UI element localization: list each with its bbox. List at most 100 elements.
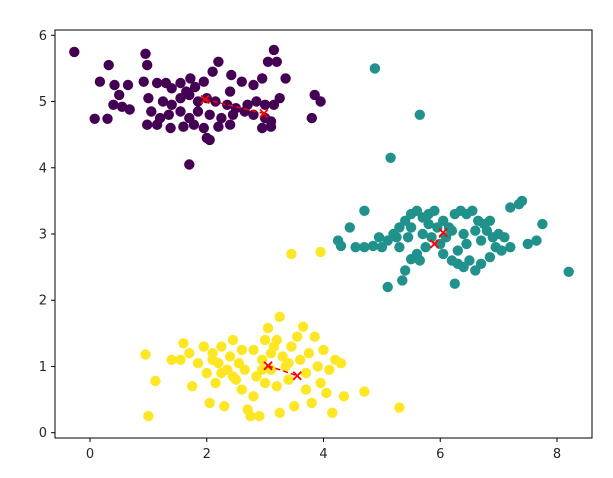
data-point-c2-49 — [306, 397, 317, 409]
data-point-c2-41 — [283, 374, 294, 385]
data-point-c0-68 — [265, 121, 277, 132]
data-point-c1-68 — [440, 232, 452, 243]
data-point-c2-38 — [274, 407, 285, 418]
data-point-c2-63 — [248, 391, 259, 402]
data-point-c2-45 — [295, 354, 306, 365]
data-point-c2-51 — [312, 361, 323, 372]
data-point-c0-46 — [146, 106, 157, 117]
data-point-c0-23 — [226, 69, 237, 81]
data-point-c0-71 — [184, 159, 195, 170]
data-point-c0-32 — [157, 96, 169, 107]
y-axis-ticks: 0 1 2 3 4 5 6 — [39, 29, 55, 441]
data-point-c1-44 — [426, 232, 437, 243]
data-point-c1-74 — [423, 218, 434, 230]
data-point-c2-55 — [324, 364, 335, 375]
x-tick-label-6: 6 — [436, 447, 444, 462]
data-point-c2-52 — [315, 377, 326, 389]
data-point-c2-42 — [286, 341, 297, 352]
data-point-c0-63 — [188, 119, 200, 130]
data-point-c0-62 — [178, 121, 189, 132]
data-point-c2-72 — [227, 371, 239, 382]
data-point-c1-66 — [394, 242, 405, 253]
data-point-c2-21 — [227, 334, 239, 346]
data-point-c0-49 — [175, 106, 186, 117]
x-tick-label-0: 0 — [86, 447, 94, 462]
centroid-path-0 — [204, 98, 265, 115]
data-point-c2-25 — [239, 364, 250, 375]
y-tick-label-3: 3 — [39, 228, 47, 243]
data-point-c2-68 — [216, 367, 227, 379]
data-point-c2-44 — [292, 331, 303, 342]
data-point-c2-15 — [210, 377, 221, 389]
data-point-c0-59 — [142, 119, 153, 130]
x-tick-label-4: 4 — [319, 447, 327, 462]
data-point-c0-25 — [248, 79, 259, 91]
data-point-c2-46 — [297, 321, 309, 332]
data-point-c1-33 — [516, 195, 528, 207]
data-point-c1-61 — [458, 228, 469, 240]
data-point-c2-32 — [259, 334, 271, 346]
data-point-c2-10 — [192, 358, 204, 369]
data-point-c0-65 — [213, 121, 224, 132]
data-point-c0-60 — [151, 119, 163, 130]
data-point-c2-11 — [198, 341, 209, 352]
data-point-c0-17 — [175, 77, 186, 89]
data-point-c1-4 — [344, 222, 355, 233]
data-point-c0-2 — [94, 76, 106, 87]
x-tick-label-2: 2 — [203, 447, 211, 462]
data-point-c2-6 — [175, 354, 186, 365]
data-point-c2-12 — [201, 367, 212, 379]
data-point-c0-74 — [306, 112, 317, 124]
data-point-c2-17 — [216, 341, 227, 352]
data-point-c1-46 — [438, 248, 449, 260]
data-point-c2-3 — [143, 410, 154, 422]
data-point-c1-34 — [522, 238, 533, 250]
data-point-c1-62 — [470, 225, 481, 236]
data-point-c2-47 — [300, 367, 312, 379]
centroid-marker-2-0 — [263, 361, 273, 371]
x-axis-ticks: 0 2 4 6 8 — [86, 438, 561, 462]
data-point-c2-65 — [236, 344, 247, 356]
data-point-c2-1 — [315, 246, 326, 258]
data-point-c2-0 — [286, 248, 297, 260]
data-point-c0-20 — [198, 76, 209, 87]
data-point-c1-67 — [414, 255, 425, 266]
data-point-c2-39 — [277, 351, 288, 362]
data-point-c2-5 — [166, 354, 177, 365]
data-point-c1-39 — [397, 275, 408, 286]
data-point-c1-58 — [417, 228, 428, 240]
data-point-c2-62 — [207, 354, 218, 365]
data-point-c0-33 — [166, 99, 177, 111]
data-point-c0-36 — [192, 96, 204, 107]
data-point-c1-35 — [531, 235, 542, 246]
data-point-c0-53 — [216, 112, 227, 124]
data-point-c2-20 — [224, 351, 236, 362]
data-point-c2-60 — [359, 386, 370, 397]
data-point-c2-8 — [184, 348, 195, 359]
data-point-c2-28 — [248, 344, 259, 356]
data-point-c1-56 — [391, 232, 402, 243]
data-point-c0-54 — [227, 109, 239, 121]
data-point-c2-56 — [327, 407, 338, 418]
data-point-c0-10 — [102, 113, 113, 125]
data-point-c1-69 — [461, 238, 472, 250]
y-tick-label-2: 2 — [39, 294, 47, 309]
data-point-c2-13 — [204, 397, 215, 409]
data-point-c0-8 — [124, 104, 135, 115]
y-tick-label-4: 4 — [39, 161, 47, 176]
data-point-c1-6 — [335, 240, 347, 252]
data-point-c1-70 — [475, 235, 487, 246]
data-point-c0-13 — [138, 76, 149, 87]
data-point-c1-7 — [350, 242, 361, 253]
data-point-c0-16 — [166, 83, 177, 94]
data-point-c0-4 — [114, 89, 125, 101]
data-point-c1-38 — [382, 281, 393, 293]
centroid-layer — [200, 94, 448, 381]
data-point-c1-1 — [414, 109, 425, 121]
data-point-c0-12 — [142, 59, 153, 71]
data-point-c2-69 — [300, 384, 312, 395]
data-point-c0-66 — [224, 119, 236, 130]
data-point-c2-50 — [309, 331, 320, 342]
